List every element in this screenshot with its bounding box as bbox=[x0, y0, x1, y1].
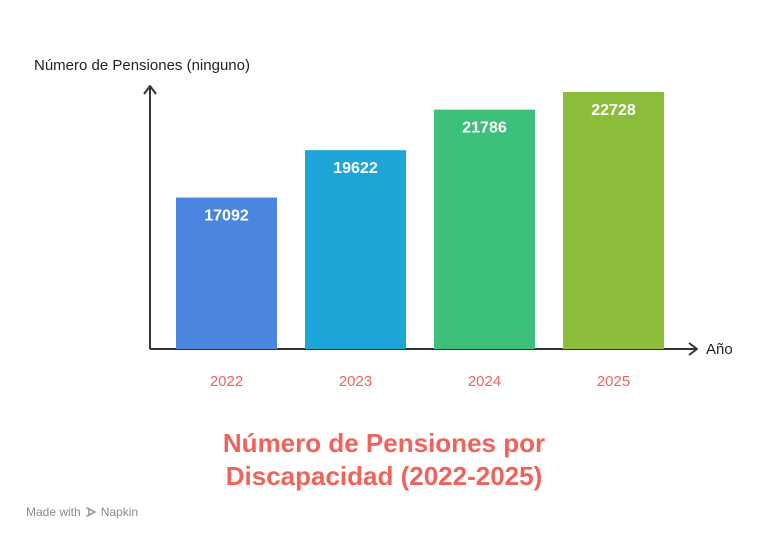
x-axis-label: Año bbox=[706, 341, 733, 358]
y-axis-label: Número de Pensiones (ninguno) bbox=[34, 57, 250, 74]
made-with-text: Made with bbox=[26, 505, 81, 519]
bar-chart: Número de Pensiones (ninguno) Año 17092 2… bbox=[34, 57, 733, 390]
category-label-2022: 2022 bbox=[210, 373, 243, 390]
y-axis-arrow bbox=[143, 85, 157, 95]
bar-2023 bbox=[305, 150, 406, 349]
bar-value-label-2024: 21786 bbox=[462, 120, 507, 137]
bars-group: 17092 2022 19622 2023 21786 2024 22728 2025 bbox=[176, 92, 664, 390]
x-axis-arrow bbox=[688, 342, 698, 356]
bar-2022 bbox=[176, 197, 277, 349]
bar-2025 bbox=[563, 92, 664, 349]
category-label-2023: 2023 bbox=[339, 373, 372, 390]
footer: Made with Napkin bbox=[26, 505, 138, 519]
category-label-2025: 2025 bbox=[597, 373, 630, 390]
category-label-2024: 2024 bbox=[468, 373, 501, 390]
bar-value-label-2025: 22728 bbox=[591, 102, 636, 119]
chart-title-line-2: Discapacidad (2022-2025) bbox=[225, 461, 543, 491]
napkin-brand-text: Napkin bbox=[100, 505, 139, 519]
bar-value-label-2023: 19622 bbox=[333, 160, 378, 177]
bar-2024 bbox=[434, 109, 535, 349]
chart-title-line-1: Número de Pensiones por bbox=[222, 428, 546, 458]
napkin-logo-icon bbox=[85, 506, 97, 518]
bar-value-label-2022: 17092 bbox=[204, 208, 249, 225]
